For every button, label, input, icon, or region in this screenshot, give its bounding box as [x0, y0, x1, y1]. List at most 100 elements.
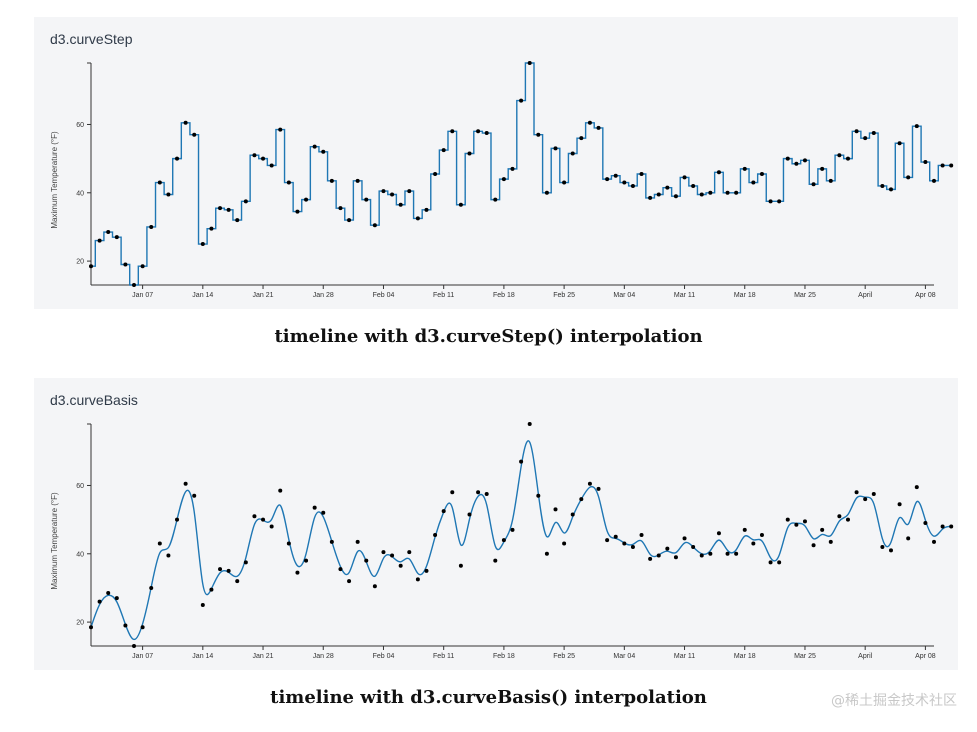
- data-point: [699, 553, 704, 558]
- data-point: [415, 577, 420, 582]
- data-point: [484, 492, 489, 497]
- data-point: [200, 603, 205, 608]
- data-point: [665, 546, 670, 551]
- data-point: [140, 625, 145, 630]
- data-point: [450, 490, 455, 495]
- data-point: [372, 223, 377, 228]
- data-point: [381, 550, 386, 555]
- data-point: [871, 492, 876, 497]
- data-point: [149, 224, 154, 229]
- data-point: [759, 172, 764, 176]
- data-point: [123, 262, 128, 267]
- data-point: [398, 563, 403, 568]
- data-point: [725, 190, 730, 195]
- data-point: [708, 551, 713, 556]
- data-point: [278, 488, 283, 493]
- data-point: [415, 216, 420, 221]
- data-point: [734, 551, 739, 556]
- data-point: [175, 156, 180, 161]
- data-point: [768, 199, 773, 204]
- data-point: [149, 585, 154, 590]
- data-point: [364, 558, 369, 563]
- data-point: [837, 514, 842, 519]
- data-point: [562, 541, 567, 546]
- data-point: [845, 156, 850, 161]
- data-point: [235, 579, 240, 584]
- data-point: [932, 178, 936, 183]
- data-point: [347, 218, 352, 223]
- data-point: [897, 141, 902, 146]
- data-point: [897, 502, 902, 507]
- data-point: [699, 192, 704, 197]
- data-point: [97, 238, 102, 243]
- data-point: [476, 129, 481, 134]
- data-point: [794, 522, 799, 527]
- data-point: [734, 190, 739, 195]
- data-point: [794, 161, 799, 166]
- data-point: [433, 172, 438, 176]
- data-point: [519, 98, 524, 103]
- data-point: [355, 539, 360, 544]
- data-point: [596, 486, 601, 491]
- data-point: [742, 527, 747, 532]
- y-tick-label: 40: [76, 190, 84, 197]
- data-point: [269, 524, 274, 529]
- chart-panel-basis: d3.curveBasis 20 40 60 Jan 07 Jan 14 Jan 21 Ja…: [34, 378, 958, 670]
- data-point: [880, 544, 885, 549]
- data-point: [407, 550, 412, 555]
- data-point: [183, 120, 188, 125]
- data-point: [476, 490, 481, 495]
- data-point: [536, 132, 541, 137]
- data-point: [372, 584, 377, 589]
- data-point: [304, 197, 309, 202]
- x-tick-label: Apr 08: [915, 653, 936, 660]
- data-point: [286, 541, 291, 546]
- y-tick-label: 60: [76, 483, 84, 490]
- figure-caption: timeline with d3.curveStep() interpolati…: [274, 326, 703, 347]
- data-point: [166, 553, 171, 558]
- data-point: [484, 131, 489, 136]
- data-point: [467, 512, 472, 517]
- x-tick-label: Jan 28: [313, 292, 334, 299]
- data-point: [777, 199, 782, 204]
- data-point: [89, 625, 93, 630]
- data-point: [656, 553, 661, 558]
- x-tick-label: Mar 25: [794, 653, 816, 660]
- data-point: [235, 218, 240, 223]
- x-tick-label: Apr 08: [915, 292, 936, 299]
- data-point: [123, 623, 128, 628]
- data-point: [192, 132, 197, 137]
- x-tick-label: Jan 07: [132, 653, 153, 660]
- data-point: [579, 136, 584, 141]
- data-point: [630, 183, 635, 188]
- data-point: [295, 570, 300, 575]
- x-tick-label: Feb 18: [493, 292, 515, 299]
- data-point: [622, 180, 627, 185]
- data-point: [553, 507, 558, 512]
- data-point: [450, 129, 455, 134]
- data-point: [888, 187, 893, 192]
- data-point: [106, 230, 111, 235]
- y-tick-label: 20: [76, 620, 84, 627]
- data-point: [261, 517, 266, 522]
- data-point: [200, 242, 205, 247]
- data-point: [785, 517, 790, 522]
- data-point: [888, 548, 893, 553]
- x-tick-label: Mar 18: [734, 292, 756, 299]
- data-point: [777, 560, 782, 565]
- data-point: [820, 527, 825, 532]
- chart-svg-step: 20 40 60 Jan 07 Jan 14 Jan 21 Jan 28 Feb 04 Feb …: [50, 61, 954, 299]
- y-axis-label: Maximum Temperature (°F): [50, 131, 59, 229]
- data-point: [665, 185, 670, 190]
- data-point: [501, 538, 506, 543]
- x-tick-label: Feb 04: [373, 292, 395, 299]
- data-point: [527, 422, 532, 426]
- data-point: [673, 194, 678, 199]
- data-point: [880, 183, 885, 188]
- x-tick-label: Feb 11: [433, 292, 454, 299]
- data-point: [106, 591, 111, 596]
- data-point: [209, 587, 214, 592]
- data-point: [424, 207, 429, 212]
- data-point: [329, 539, 334, 544]
- data-point: [570, 151, 575, 156]
